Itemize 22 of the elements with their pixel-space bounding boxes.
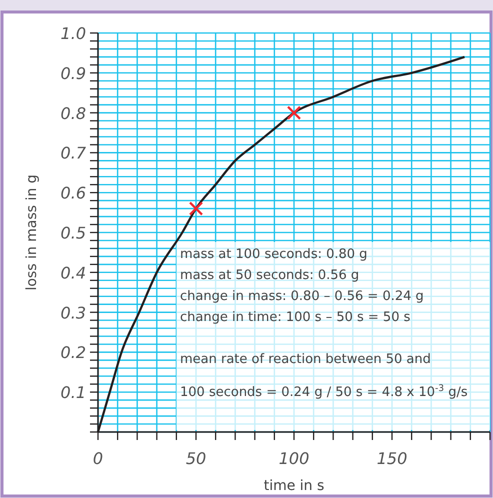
annotation: mass at 50 seconds: 0.56 g (180, 268, 360, 283)
y-tick-label: 0.4 (60, 263, 86, 282)
annotation: change in mass: 0.80 – 0.56 = 0.24 g (180, 289, 424, 304)
x-tick-label: 0 (92, 449, 104, 468)
y-tick-label: 0.3 (60, 303, 86, 322)
y-tick-label: 0.7 (60, 144, 87, 163)
x-tick-label: 50 (186, 449, 206, 468)
y-tick-label: 0.9 (60, 64, 86, 83)
y-tick-label: 0.2 (60, 343, 86, 362)
annotation: 100 seconds = 0.24 g / 50 s = 4.8 x 10$^{-3}$ g/s (180, 384, 468, 400)
y-tick-label: 0.5 (60, 224, 86, 242)
y-tick-label: 0.6 (60, 184, 86, 203)
annotation: mean rate of reaction between 50 and (180, 352, 431, 367)
x-axis-title: time in s (264, 478, 324, 494)
y-tick-label: 1.0 (60, 24, 86, 43)
annotation: change in time: 100 s – 50 s = 50 s (180, 310, 411, 325)
y-tick-label: 0.8 (60, 104, 86, 123)
x-tick-label: 100 (278, 449, 310, 468)
y-axis-title: loss in mass in g (24, 174, 40, 291)
annotation: mass at 100 seconds: 0.80 g (180, 247, 368, 262)
y-tick-label: 0.1 (60, 383, 86, 402)
x-tick-label: 150 (376, 449, 408, 468)
